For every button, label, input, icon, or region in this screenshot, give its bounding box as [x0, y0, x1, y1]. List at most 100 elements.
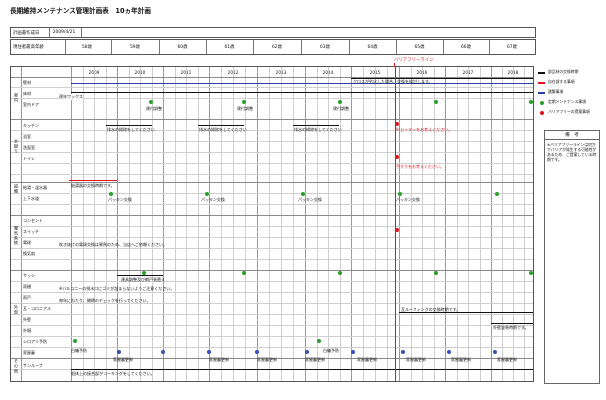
page-title: 長期維持メンテナンス管理計画表 10ヵ年計画: [10, 7, 151, 15]
house-update-note: 家屋審更新: [257, 357, 277, 362]
year-label: 2017: [462, 69, 474, 75]
house-update-note: 家屋審更新: [406, 357, 426, 362]
legend-text: バリアフリーの提案事項: [548, 109, 590, 114]
remarks-body: ※バリアフリーラインは何かでバリアが発生する可能性があるため、ご提案している時期…: [547, 142, 597, 162]
wall-black-bar: [351, 78, 533, 80]
building-dot: [161, 350, 165, 354]
year-label: 2009: [88, 69, 100, 75]
legend-item: 定期メンテナンス事項: [538, 98, 600, 108]
item-label: スイッチ: [23, 229, 39, 234]
legend-text: 建築事項: [548, 89, 564, 94]
maintenance-dot: [301, 192, 305, 196]
termite-note: 白蟻予防: [71, 348, 87, 353]
item-label: 床材: [23, 91, 31, 96]
legend: 部品材の交換時期 自在部する事項 建築事項 定期メンテナンス事項 バリアフリーの…: [538, 68, 600, 118]
maintenance-dot: [338, 100, 342, 104]
remarks-title: 備 考: [545, 131, 599, 140]
age-cell: 58歳: [63, 40, 112, 54]
date-value: 2009/4/21: [47, 28, 82, 37]
packing-note: パッキン交換: [201, 197, 225, 202]
exterior-note: 外壁塗装時期です。: [493, 325, 529, 330]
house-update-note: 家屋審更新: [209, 357, 229, 362]
building-dot: [117, 350, 121, 354]
door-adjust-note: 建付調整: [237, 106, 253, 111]
maintenance-dot: [109, 192, 113, 196]
year-label: 2015: [369, 69, 381, 75]
item-label: 瓦・コロニアル: [23, 306, 51, 311]
age-label: 現住者最高年齢: [11, 40, 66, 54]
drain-note: 排水の掃除をしてください: [294, 127, 342, 132]
age-cell: 61歳: [206, 40, 254, 54]
maintenance-dot: [434, 271, 438, 275]
barrier-kitchen-note: IHヒーターをお考えください。: [396, 127, 453, 132]
year-label: 2011: [180, 69, 192, 75]
age-cell: 63歳: [301, 40, 350, 54]
category-label: 外部: [14, 305, 19, 315]
termite-note: 白蟻予防: [323, 348, 339, 353]
legend-item: バリアフリーの提案事項: [538, 108, 600, 118]
category-label: 水廻り: [14, 139, 19, 154]
barrier-free-line: [395, 67, 396, 381]
age-cell: 59歳: [111, 40, 160, 54]
house-update-note: 家屋審更新: [357, 357, 377, 362]
legend-text: 自在部する事項: [548, 79, 575, 84]
floor-wax-bar: [71, 92, 533, 94]
item-label: 室内ドア: [23, 102, 39, 107]
legend-text: 定期メンテナンス事項: [548, 99, 586, 104]
drain-bar: [106, 125, 152, 127]
header-age-row: 現住者最高年齢 58歳 59歳 60歳 61歳 62歳 63歳 64歳 65歳 …: [10, 39, 536, 55]
gutter-note: ※バルコニーの排水口にゴミが詰まらないようご注意ください。: [59, 286, 175, 291]
item-label: 浴室: [23, 134, 31, 139]
maintenance-dot: [529, 271, 533, 275]
legend-text: 部品材の交換時期: [548, 69, 579, 74]
category-label: 電気系統: [14, 226, 19, 246]
barrier-free-line-top: [394, 63, 395, 67]
building-dot: [207, 350, 211, 354]
building-dot: [401, 350, 405, 354]
legend-item: 自在部する事項: [538, 78, 600, 88]
year-label: 2016: [416, 69, 428, 75]
maintenance-dot: [242, 100, 246, 104]
maintenance-dot: [495, 192, 499, 196]
barrier-dot: [395, 228, 399, 232]
building-dot: [305, 350, 309, 354]
maintenance-dot: [73, 339, 77, 343]
category-label: 室内: [14, 93, 19, 103]
maintenance-dot: [338, 271, 342, 275]
roof-note: 瓦ルーフィングの交換時期です。: [401, 307, 461, 312]
year-label: 2010: [134, 69, 146, 75]
maintenance-dot: [142, 271, 146, 275]
legend-item: 部品材の交換時期: [538, 68, 600, 78]
age-cell: 65歳: [396, 40, 444, 54]
door-adjust-note: 建付調整: [146, 106, 162, 111]
drain-note: 排水の掃除をしてください: [199, 127, 247, 132]
house-update-note: 家屋審更新: [497, 357, 517, 362]
shutter-note: 毎年にわたり、開閉のチェックを行ってください。: [59, 298, 151, 303]
item-label: 上下水道: [23, 196, 39, 201]
sunroof-bar: [71, 369, 533, 371]
item-label: 外壁: [23, 317, 31, 322]
age-cell: 67歳: [507, 45, 517, 50]
drain-bar: [198, 125, 244, 127]
drain-bar: [293, 125, 339, 127]
wall-blue-bar: [71, 83, 533, 85]
age-cell: 62歳: [253, 40, 302, 54]
header-date-row: 計画書作成日 2009/4/21: [10, 27, 536, 38]
age-cell: 66歳: [443, 40, 490, 54]
age-cell: 64歳: [349, 40, 397, 54]
item-label: 雨樋: [23, 284, 31, 289]
barrier-toilet-note: 手すりをお考えください。: [396, 164, 444, 169]
item-label: 換気扇: [23, 251, 35, 256]
year-label: 2012: [227, 69, 239, 75]
year-label: 2014: [322, 69, 334, 75]
category-label: 設備: [14, 184, 19, 194]
item-label: 壁材: [23, 80, 31, 85]
roof-bar: [399, 312, 533, 314]
item-label: サッシ: [23, 273, 35, 278]
maintenance-dot: [205, 192, 209, 196]
barrier-dot: [395, 122, 399, 126]
maintenance-dot: [398, 192, 402, 196]
barrier-dot: [395, 155, 399, 159]
age-cell: 60歳: [159, 40, 207, 54]
drain-note: 排水の掃除をしてください: [107, 127, 155, 132]
